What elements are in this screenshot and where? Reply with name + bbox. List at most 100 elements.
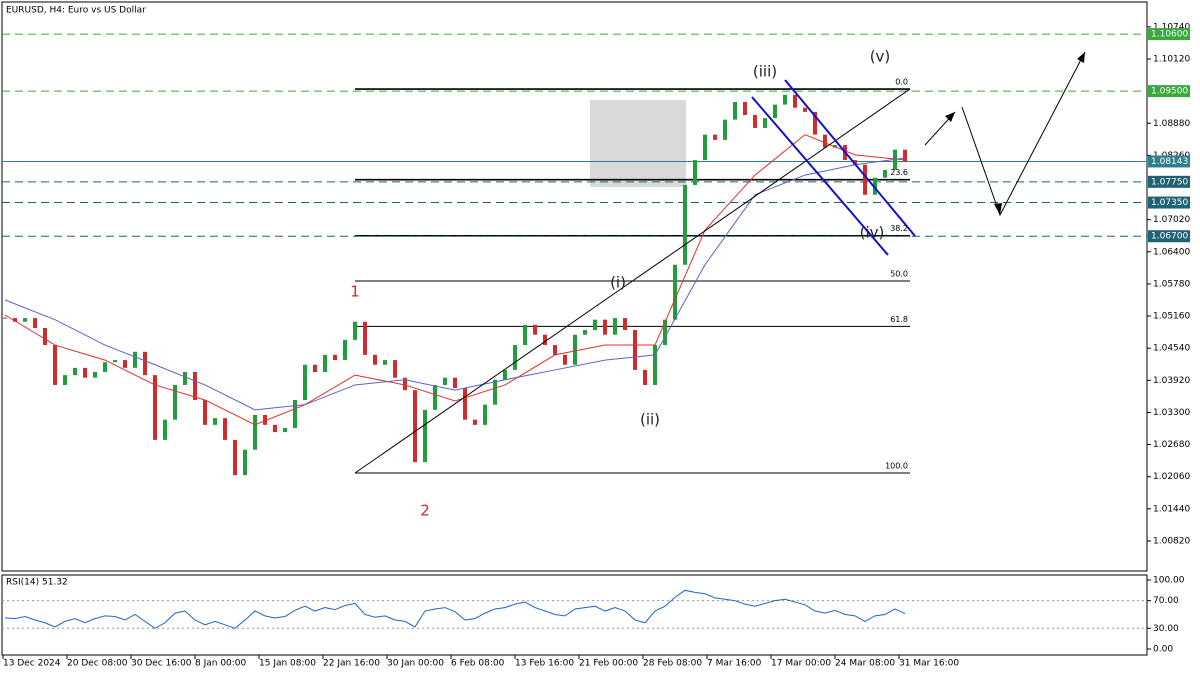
candle — [43, 327, 47, 346]
price-level-label: 1.10600 — [1151, 30, 1188, 40]
chart-title: EURUSD, H4: Euro vs US Dollar — [6, 6, 146, 16]
x-tick-label: 22 Jan 16:00 — [323, 659, 380, 669]
candle — [333, 354, 337, 361]
price-level-box — [1148, 196, 1190, 209]
candle — [413, 390, 417, 463]
candle — [793, 94, 797, 108]
price-level-label: 1.09500 — [1151, 87, 1188, 97]
fib-label: 23.6 — [890, 168, 908, 177]
wave-label: (iv) — [860, 224, 885, 242]
candle — [363, 321, 367, 355]
candle — [623, 318, 627, 331]
rsi-name: RSI(14) — [6, 578, 39, 588]
candle — [213, 418, 217, 425]
price-level-box — [1148, 155, 1190, 168]
x-tick-label: 30 Dec 16:00 — [131, 659, 192, 669]
y-tick-label: 1.00820 — [1153, 536, 1190, 546]
candle — [613, 318, 617, 335]
x-tick-label: 17 Mar 00:00 — [771, 659, 831, 669]
candle — [693, 160, 697, 185]
zone-box — [590, 100, 686, 187]
candle — [23, 318, 27, 322]
candle — [743, 102, 747, 115]
rsi-value: 51.32 — [42, 578, 68, 588]
candle — [283, 427, 287, 433]
channel-line — [751, 96, 889, 256]
candle — [273, 424, 277, 433]
candle — [383, 360, 387, 365]
candle — [3, 317, 7, 319]
rsi-tick-label: 0.00 — [1153, 644, 1173, 654]
y-tick-label: 1.03920 — [1153, 376, 1190, 386]
wave-label: (ii) — [640, 411, 660, 429]
candle — [583, 330, 587, 335]
candle — [543, 334, 547, 346]
fib-label: 0.0 — [895, 78, 908, 87]
candle — [513, 345, 517, 370]
y-tick-label: 1.08880 — [1153, 119, 1190, 129]
x-tick-label: 24 Mar 08:00 — [835, 659, 895, 669]
candle — [113, 360, 117, 363]
candle — [643, 369, 647, 385]
y-tick-label: 1.07020 — [1153, 215, 1190, 225]
candle — [493, 379, 497, 405]
candle — [473, 419, 477, 425]
wave-label: (i) — [610, 274, 626, 292]
candle — [93, 372, 97, 378]
price-level-box — [1148, 175, 1190, 188]
x-tick-label: 13 Dec 2024 — [3, 659, 61, 669]
candle — [263, 415, 267, 425]
candle — [203, 399, 207, 425]
price-level-box — [1148, 28, 1190, 41]
x-tick-label: 20 Dec 08:00 — [67, 659, 128, 669]
candle — [193, 372, 197, 400]
candle — [553, 345, 557, 355]
candle — [463, 388, 467, 420]
moving-average — [4, 134, 906, 426]
x-tick-label: 21 Feb 00:00 — [579, 659, 638, 669]
y-tick-label: 1.05780 — [1153, 279, 1190, 289]
rsi-pane — [1, 574, 1148, 656]
wave-label: (iii) — [753, 63, 777, 81]
candle — [713, 134, 717, 140]
candle — [633, 330, 637, 370]
candle — [863, 164, 867, 195]
price-level-box — [1148, 230, 1190, 243]
price-level-label: 1.08143 — [1151, 157, 1188, 167]
rsi-tick-label: 70.00 — [1153, 596, 1179, 606]
candle — [683, 184, 687, 265]
candle — [593, 319, 597, 331]
arrow-head — [1077, 52, 1085, 63]
candle — [563, 354, 567, 365]
x-tick-label: 7 Mar 16:00 — [707, 659, 762, 669]
candle — [453, 377, 457, 389]
candle — [253, 415, 257, 450]
candle — [13, 318, 17, 322]
candle — [133, 351, 137, 368]
trend-line — [354, 88, 911, 474]
candle — [483, 404, 487, 425]
fib-label: 61.8 — [890, 315, 908, 324]
candle — [53, 345, 57, 385]
candle — [723, 119, 727, 140]
price-level-label: 1.07750 — [1151, 177, 1188, 187]
x-tick-label: 15 Jan 08:00 — [259, 659, 316, 669]
candle — [653, 345, 657, 385]
candle — [63, 375, 67, 385]
arrow-head — [945, 112, 955, 122]
candle — [733, 102, 737, 120]
wave-label: 1 — [350, 283, 360, 301]
candle — [313, 364, 317, 373]
drawings — [354, 51, 1086, 474]
candle — [103, 362, 107, 373]
candle — [303, 364, 307, 400]
candle — [173, 384, 177, 420]
candle — [423, 409, 427, 463]
candle — [903, 149, 907, 162]
x-tick-label: 31 Mar 16:00 — [899, 659, 959, 669]
x-tick-label: 30 Jan 00:00 — [387, 659, 444, 669]
candle — [123, 360, 127, 368]
candle — [373, 354, 377, 365]
y-tick-label: 1.06400 — [1153, 247, 1190, 257]
fib-label: 50.0 — [890, 270, 908, 279]
